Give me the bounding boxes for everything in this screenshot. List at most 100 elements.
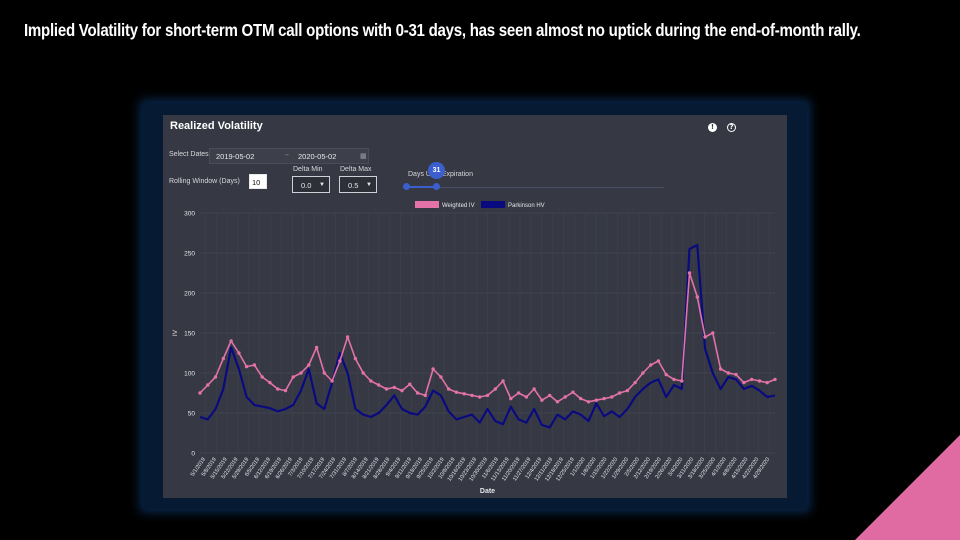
delta-min-value: 0.0 <box>301 181 312 190</box>
delta-min-select[interactable]: 0.0 ▼ <box>292 176 330 193</box>
weighted-iv-point <box>687 271 692 275</box>
weighted-iv-point <box>625 388 630 393</box>
weighted-iv-point <box>548 393 552 398</box>
weighted-iv-point <box>602 396 606 401</box>
weighted-iv-point <box>268 380 272 385</box>
weighted-iv-point <box>478 395 482 399</box>
weighted-iv-point <box>345 335 350 339</box>
weighted-iv-point <box>213 375 218 379</box>
days-slider-value-bubble: 31 <box>428 162 445 179</box>
weighted-iv-point <box>462 392 466 396</box>
legend-label-weighted-iv: Weighted IV <box>442 203 475 209</box>
weighted-iv-point <box>509 396 513 401</box>
info-icon[interactable]: ! <box>708 123 717 132</box>
weighted-iv-point <box>610 395 614 399</box>
y-axis-title: IV <box>172 329 179 336</box>
days-slider-fill <box>406 186 436 188</box>
x-axis-title: Date <box>480 488 495 495</box>
weighted-iv-point <box>757 379 762 383</box>
weighted-iv-point <box>229 339 233 343</box>
delta-max-select[interactable]: 0.5 ▼ <box>339 176 377 193</box>
weighted-iv-point <box>299 371 303 375</box>
select-dates-label: Select Dates <box>169 151 209 158</box>
weighted-iv-point <box>773 377 777 382</box>
weighted-iv-point <box>454 390 459 394</box>
days-slider-max-handle[interactable] <box>433 183 440 190</box>
weighted-iv-point <box>734 372 738 377</box>
weighted-iv-point <box>641 371 645 375</box>
realized-volatility-panel: Realized Volatility ! ? Select Dates 201… <box>163 115 787 498</box>
weighted-iv-point <box>516 391 521 395</box>
weighted-iv-point <box>563 395 567 399</box>
delta-max-label: Delta Max <box>340 166 372 173</box>
weighted-iv-point <box>711 331 715 335</box>
weighted-iv-point <box>237 351 241 355</box>
weighted-iv-point <box>594 398 598 402</box>
y-tick-label: 300 <box>184 211 195 218</box>
weighted-iv-point <box>540 398 544 402</box>
legend-swatch-parkinson-hv <box>481 201 505 208</box>
weighted-iv-point <box>718 367 723 371</box>
date-separator: → <box>283 151 290 158</box>
rolling-window-input[interactable]: 10 <box>249 174 267 189</box>
weighted-iv-point <box>446 387 451 391</box>
weighted-iv-point <box>571 390 575 394</box>
weighted-iv-point <box>617 391 622 395</box>
weighted-iv-point <box>649 363 653 367</box>
delta-min-label: Delta Min <box>293 166 323 173</box>
weighted-iv-point <box>493 387 497 391</box>
days-slider-min-handle[interactable] <box>403 183 410 190</box>
panel-title: Realized Volatility <box>170 120 263 132</box>
weighted-iv-point <box>330 379 334 383</box>
parkinson-hv-line <box>199 243 776 429</box>
weighted-iv-point <box>656 359 661 363</box>
y-tick-label: 250 <box>184 251 195 258</box>
weighted-iv-point <box>392 385 396 390</box>
weighted-iv-point <box>485 393 490 398</box>
days-slider-track[interactable] <box>406 187 664 188</box>
weighted-iv-point <box>307 363 311 367</box>
weighted-iv-point <box>664 372 668 377</box>
weighted-iv-point <box>291 375 295 379</box>
weighted-iv-point <box>703 335 707 339</box>
y-tick-label: 100 <box>184 371 195 378</box>
weighted-iv-point <box>672 377 676 382</box>
weighted-iv-point <box>579 396 583 401</box>
calendar-icon[interactable]: ▦ <box>360 153 367 160</box>
start-date-input[interactable]: 2019-05-02 <box>216 152 255 161</box>
weighted-iv-point <box>532 387 536 391</box>
volatility-line-chart: 0501001502002503005/1/20195/8/20195/15/2… <box>172 201 777 495</box>
weighted-iv-point <box>276 387 280 391</box>
weighted-iv-point <box>353 356 358 361</box>
slide-title: Implied Volatility for short-term OTM ca… <box>24 20 861 40</box>
weighted-iv-point <box>198 391 202 395</box>
weighted-iv-point <box>369 379 373 383</box>
weighted-iv-point <box>431 367 435 371</box>
weighted-iv-point <box>439 375 443 379</box>
weighted-iv-point <box>322 371 326 375</box>
weighted-iv-point <box>206 383 210 387</box>
legend-swatch-weighted-iv <box>415 201 439 208</box>
weighted-iv-point <box>555 400 560 404</box>
weighted-iv-point <box>260 375 264 379</box>
weighted-iv-point <box>408 382 412 386</box>
weighted-iv-point <box>361 371 365 375</box>
weighted-iv-point <box>765 380 769 385</box>
y-tick-label: 0 <box>191 451 195 458</box>
weighted-iv-point <box>283 388 288 393</box>
legend-label-parkinson-hv: Parkinson HV <box>508 203 545 209</box>
delta-max-value: 0.5 <box>348 181 359 190</box>
y-tick-label: 50 <box>188 411 196 418</box>
corner-decoration <box>855 435 960 540</box>
weighted-iv-point <box>377 383 381 387</box>
weighted-iv-point <box>750 377 754 382</box>
weighted-iv-point <box>726 371 731 375</box>
date-range-picker[interactable]: 2019-05-02 → 2020-05-02 ▦ <box>209 148 369 164</box>
chevron-down-icon: ▼ <box>319 182 325 188</box>
weighted-iv-point <box>586 400 591 404</box>
weighted-iv-point <box>423 393 427 398</box>
end-date-input[interactable]: 2020-05-02 <box>298 152 337 161</box>
rolling-window-label: Rolling Window (Days) <box>169 178 240 185</box>
weighted-iv-point <box>680 379 684 383</box>
help-icon[interactable]: ? <box>727 123 736 132</box>
